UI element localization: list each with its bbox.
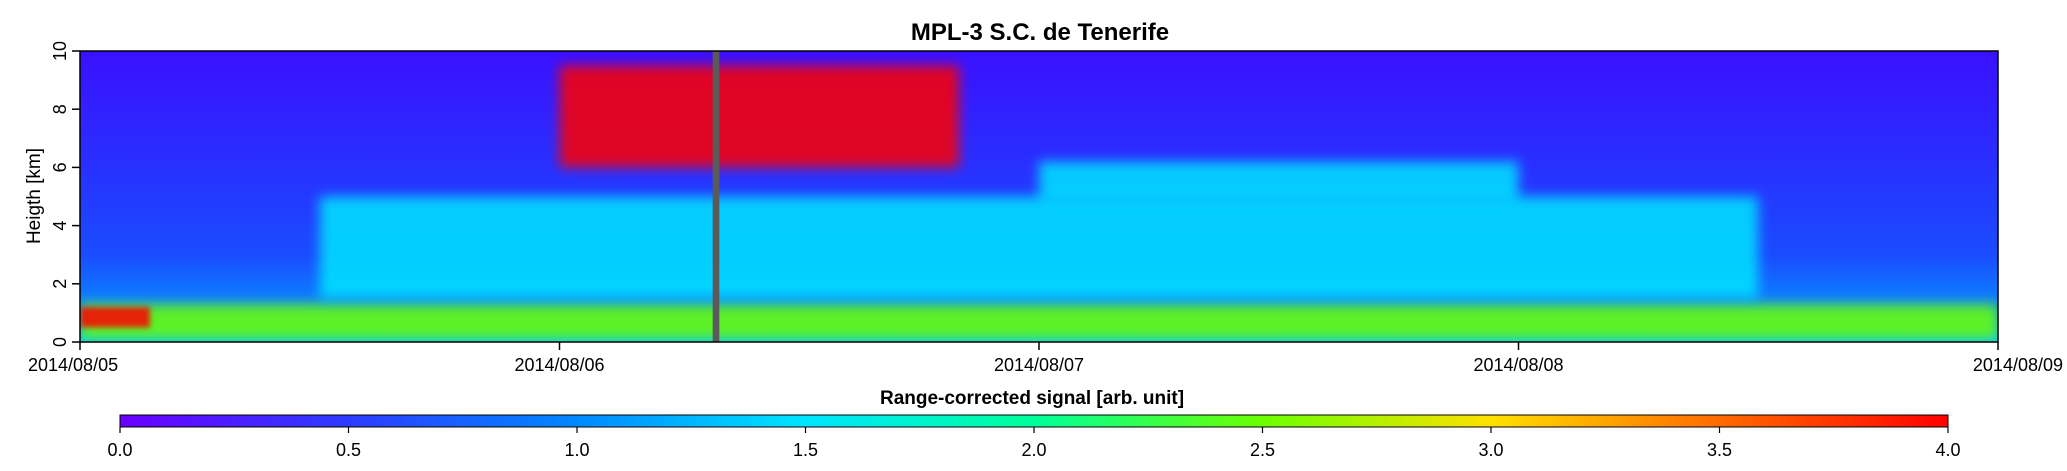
colorbar-tick-label: 1.5 [793, 440, 818, 460]
colorbar-tick-label: 4.0 [1935, 440, 1960, 460]
x-tick-label: 2014/08/05 [28, 355, 118, 375]
x-tick-label: 2014/08/06 [514, 355, 604, 375]
colorbar-tick-label: 0.0 [107, 440, 132, 460]
x-tick-label: 2014/08/09 [1973, 355, 2063, 375]
x-tick-label: 2014/08/08 [1473, 355, 1563, 375]
y-tick-label: 8 [50, 104, 70, 114]
colorbar-tick-label: 3.5 [1707, 440, 1732, 460]
y-axis-label: Heigth [km] [24, 148, 45, 244]
plot-area [79, 50, 1999, 343]
data-gap [712, 51, 720, 342]
colorbar-tick-label: 2.5 [1250, 440, 1275, 460]
y-tick-label: 6 [50, 162, 70, 172]
colorbar-tick-label: 3.0 [1478, 440, 1503, 460]
feature-low-cloud [80, 307, 150, 328]
feature-boundary-layer [80, 304, 1998, 340]
x-tick-label: 2014/08/07 [994, 355, 1084, 375]
y-tick-label: 0 [50, 337, 70, 347]
y-tick-label: 10 [50, 41, 70, 61]
colorbar-label: Range-corrected signal [arb. unit] [880, 388, 1184, 409]
y-tick-label: 4 [50, 221, 70, 231]
y-tick-label: 2 [50, 279, 70, 289]
feature-elevated-dust-layer [1039, 161, 1519, 203]
colorbar-tick-label: 0.5 [336, 440, 361, 460]
colorbar-tick-label: 2.0 [1021, 440, 1046, 460]
x-axis-ticks: 2014/08/05 2014/08/06 2014/08/07 2014/08/08… [28, 342, 2063, 375]
feature-dust-layer [319, 196, 1759, 299]
colorbar-tick-label: 1.0 [564, 440, 589, 460]
feature-cirrus [559, 65, 960, 168]
colorbar-ticks: 0.0 0.5 1.0 1.5 2.0 2.5 3.0 3.5 4.0 [107, 427, 1961, 460]
chart-title: MPL-3 S.C. de Tenerife [911, 19, 1169, 46]
heatmap-features [80, 65, 1998, 340]
y-axis-ticks: 0 2 4 6 8 10 [50, 41, 80, 347]
colorbar [119, 414, 1949, 428]
